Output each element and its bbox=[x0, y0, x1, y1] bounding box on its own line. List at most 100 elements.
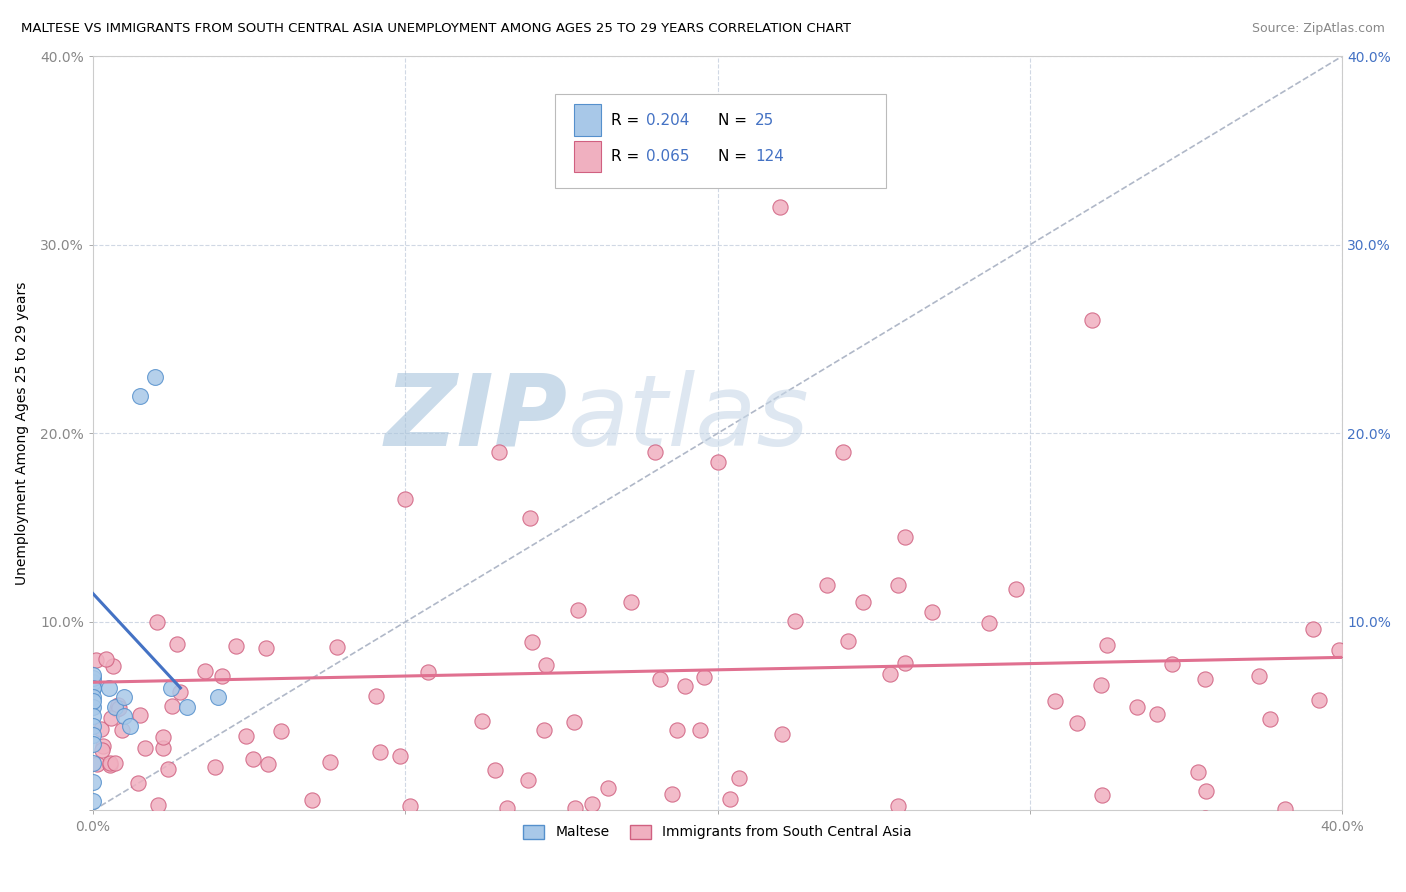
Point bbox=[394, 492, 416, 507]
Point bbox=[496, 801, 519, 815]
Point bbox=[94, 652, 117, 666]
Legend: Maltese, Immigrants from South Central Asia: Maltese, Immigrants from South Central A… bbox=[517, 819, 918, 845]
Point bbox=[82, 672, 104, 686]
Point bbox=[894, 656, 917, 670]
Point bbox=[837, 634, 859, 648]
Point bbox=[98, 758, 121, 772]
Point bbox=[520, 635, 543, 649]
Point bbox=[134, 741, 156, 756]
Point bbox=[166, 637, 188, 651]
Point bbox=[89, 722, 111, 736]
Point bbox=[152, 740, 174, 755]
Point bbox=[977, 615, 1000, 630]
Point bbox=[1194, 673, 1216, 687]
Point bbox=[97, 681, 120, 695]
Point bbox=[301, 793, 323, 807]
Point bbox=[104, 756, 127, 771]
Point bbox=[146, 615, 169, 629]
Point bbox=[91, 743, 114, 757]
Point bbox=[388, 749, 411, 764]
Point bbox=[127, 776, 149, 790]
Point bbox=[534, 658, 557, 673]
Point bbox=[370, 745, 392, 759]
Point bbox=[1091, 788, 1114, 802]
Text: R =: R = bbox=[612, 112, 644, 128]
Point bbox=[82, 699, 104, 714]
Point bbox=[706, 455, 728, 469]
Text: R =: R = bbox=[612, 149, 644, 164]
Text: 25: 25 bbox=[755, 112, 775, 128]
Point bbox=[851, 594, 873, 608]
Point bbox=[86, 757, 108, 772]
Text: 0.065: 0.065 bbox=[647, 149, 690, 164]
Point bbox=[644, 445, 666, 459]
Point bbox=[169, 684, 191, 698]
Point bbox=[1161, 657, 1184, 672]
Point bbox=[1258, 712, 1281, 726]
Point bbox=[111, 723, 134, 738]
Point bbox=[921, 605, 943, 619]
Point bbox=[98, 756, 121, 770]
Point bbox=[1043, 694, 1066, 708]
Point bbox=[769, 200, 792, 214]
Point bbox=[596, 780, 619, 795]
Point bbox=[82, 694, 104, 708]
Point bbox=[82, 756, 104, 771]
Point bbox=[567, 603, 589, 617]
Point bbox=[620, 594, 643, 608]
Point bbox=[1302, 622, 1324, 636]
Point bbox=[82, 667, 104, 681]
Point bbox=[1327, 643, 1350, 657]
Point bbox=[242, 752, 264, 766]
Point bbox=[1146, 707, 1168, 722]
Point bbox=[673, 679, 696, 693]
Point bbox=[533, 723, 555, 737]
Point bbox=[1187, 764, 1209, 779]
Point bbox=[82, 775, 104, 789]
Point bbox=[82, 718, 104, 732]
Point bbox=[770, 727, 793, 741]
Point bbox=[176, 699, 198, 714]
Point bbox=[100, 711, 122, 725]
Point bbox=[650, 672, 672, 686]
Point bbox=[471, 714, 494, 728]
Point bbox=[689, 723, 711, 738]
Point bbox=[519, 511, 541, 525]
Point bbox=[1308, 693, 1330, 707]
Point bbox=[207, 690, 229, 705]
Point bbox=[91, 739, 114, 754]
Point bbox=[169, 835, 191, 849]
Point bbox=[666, 723, 689, 738]
Point bbox=[235, 729, 257, 743]
Point bbox=[82, 675, 104, 690]
Point bbox=[887, 798, 910, 813]
Point bbox=[211, 668, 233, 682]
Point bbox=[718, 791, 741, 805]
Text: ZIP: ZIP bbox=[385, 370, 568, 467]
Point bbox=[783, 614, 806, 628]
Point bbox=[484, 763, 506, 777]
Point bbox=[815, 577, 838, 591]
Point bbox=[112, 709, 135, 723]
Text: 0.204: 0.204 bbox=[647, 112, 690, 128]
Point bbox=[325, 834, 347, 848]
FancyBboxPatch shape bbox=[555, 94, 886, 188]
Point bbox=[1090, 678, 1112, 692]
Point bbox=[831, 445, 853, 459]
Y-axis label: Unemployment Among Ages 25 to 29 years: Unemployment Among Ages 25 to 29 years bbox=[15, 282, 30, 585]
Point bbox=[1066, 715, 1088, 730]
Point bbox=[887, 578, 910, 592]
Point bbox=[307, 814, 329, 828]
Point bbox=[1194, 811, 1216, 825]
Text: Source: ZipAtlas.com: Source: ZipAtlas.com bbox=[1251, 22, 1385, 36]
Point bbox=[1274, 802, 1296, 816]
Point bbox=[588, 825, 610, 839]
Point bbox=[112, 690, 135, 705]
Point bbox=[1095, 638, 1118, 652]
Point bbox=[82, 690, 104, 705]
Point bbox=[319, 755, 342, 769]
Point bbox=[1081, 313, 1104, 327]
Point bbox=[107, 698, 129, 712]
Point bbox=[129, 707, 152, 722]
Point bbox=[82, 681, 104, 695]
